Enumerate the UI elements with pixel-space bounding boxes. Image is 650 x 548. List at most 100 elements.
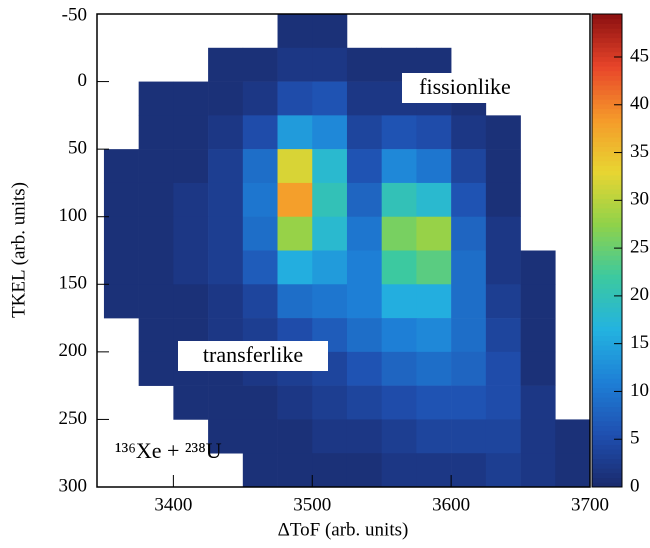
heatmap-cell (208, 149, 244, 184)
heatmap-cell (381, 419, 417, 454)
heatmap-cell (312, 453, 348, 488)
colorbar-segment (592, 288, 622, 294)
colorbar-segment (592, 316, 622, 322)
colorbar-segment (592, 401, 622, 408)
heatmap-cell (346, 385, 382, 420)
heatmap-cell (451, 318, 487, 353)
heatmap-cell (416, 453, 452, 488)
heatmap-cell (312, 182, 348, 218)
colorbar-segment (592, 198, 622, 204)
colorbar-segment (592, 80, 622, 86)
colorbar-segment (592, 51, 622, 58)
colorbar-segment (592, 193, 622, 199)
heatmap-cell (312, 419, 348, 454)
colorbar-segment (592, 293, 622, 299)
heatmap-cell (312, 385, 348, 420)
colorbar-segment (592, 330, 622, 337)
colorbar-segment (592, 255, 622, 261)
heatmap-cell (242, 115, 278, 150)
heatmap-cell (451, 284, 487, 319)
heatmap-cell (208, 81, 244, 116)
y-tick-label: 200 (59, 340, 88, 361)
colorbar-segment (592, 411, 622, 417)
y-axis-label: TKEL (arb. units) (8, 182, 29, 318)
heatmap-cell (381, 149, 417, 184)
heatmap-cell (208, 419, 244, 454)
colorbar-segment (592, 141, 622, 147)
colorbar-segment (592, 179, 622, 185)
heatmap-cell (103, 284, 139, 319)
colorbar-segment (592, 56, 622, 62)
colorbar-segment (592, 245, 622, 251)
heatmap-cell (312, 250, 348, 285)
colorbar-segment (592, 28, 622, 34)
heatmap-cell (242, 182, 278, 218)
colorbar-segment (592, 420, 622, 427)
heatmap-cell (173, 182, 209, 218)
heatmap-cell (277, 115, 313, 150)
annotation: ¹³⁶Xe + ²³⁸U (115, 438, 222, 463)
colorbar-segment (592, 189, 622, 195)
heatmap-cell (416, 216, 452, 251)
x-tick-label: 3600 (432, 494, 470, 515)
heatmap-cell (138, 149, 174, 184)
heatmap-cell (381, 115, 417, 150)
heatmap-cell (138, 115, 174, 150)
heatmap-cell (451, 419, 487, 454)
colorbar-tick-label: 25 (630, 236, 649, 257)
colorbar-segment (592, 364, 622, 370)
colorbar-segment (592, 84, 622, 91)
colorbar-segment (592, 349, 622, 356)
heatmap-cell (242, 284, 278, 319)
heatmap-cell (312, 284, 348, 319)
annotation-box (402, 73, 529, 103)
heatmap-cell (416, 250, 452, 285)
colorbar-segment (592, 118, 622, 124)
colorbar-segment (592, 231, 622, 237)
colorbar-segment (592, 70, 622, 76)
heatmap-cell (312, 216, 348, 251)
colorbar-segment (592, 241, 622, 247)
heatmap-cell (485, 318, 521, 353)
colorbar-segment (592, 444, 622, 450)
colorbar-tick-label: 0 (630, 475, 640, 496)
colorbar-tick-label: 45 (630, 45, 649, 66)
heatmap-cell (173, 216, 209, 251)
colorbar-segment (592, 264, 622, 270)
heatmap-cell (381, 284, 417, 319)
colorbar-segment (592, 449, 622, 455)
colorbar-segment (592, 151, 622, 157)
y-tick-label: 150 (59, 273, 88, 294)
heatmap-cell (208, 115, 244, 150)
colorbar-segment (592, 170, 622, 176)
colorbar-segment (592, 174, 622, 181)
heatmap-cell (485, 385, 521, 420)
colorbar-segment (592, 269, 622, 275)
heatmap-cell (277, 14, 313, 49)
y-tick-label: 100 (59, 205, 88, 226)
heatmap-cell (381, 250, 417, 285)
colorbar-segment (592, 311, 622, 318)
colorbar-segment (592, 47, 622, 53)
heatmap-cell (173, 250, 209, 285)
colorbar-segment (592, 42, 622, 48)
colorbar-segment (592, 207, 622, 214)
heatmap-cell (346, 81, 382, 116)
colorbar-segment (592, 108, 622, 114)
x-axis-label: ΔToF (arb. units) (278, 519, 409, 540)
heatmap-cell (451, 216, 487, 251)
heatmap-cell (346, 453, 382, 488)
heatmap-cell (173, 81, 209, 116)
x-tick-label: 3700 (571, 494, 609, 515)
heatmap-cell (346, 149, 382, 184)
colorbar-segment (592, 378, 622, 384)
colorbar-segment (592, 61, 622, 67)
colorbar-segment (592, 103, 622, 110)
heatmap-cell (346, 284, 382, 319)
heatmap-cell (208, 216, 244, 251)
heatmap-cell (381, 182, 417, 218)
colorbar-segment (592, 66, 622, 72)
colorbar-segment (592, 477, 622, 483)
colorbar-segment (592, 297, 622, 304)
heatmap-cell (103, 182, 139, 218)
